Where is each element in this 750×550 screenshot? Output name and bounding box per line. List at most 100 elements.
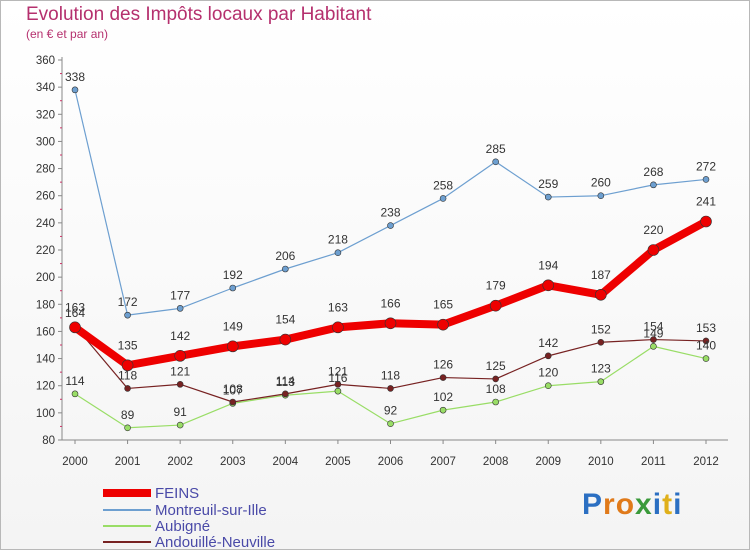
data-label: 149	[223, 319, 243, 333]
data-point	[439, 374, 447, 381]
data-label: 272	[696, 159, 716, 173]
x-tick-label: 2005	[325, 456, 351, 468]
y-tick-label: 240	[36, 218, 55, 230]
data-label: 123	[591, 362, 611, 376]
series-0	[69, 215, 712, 372]
data-label: 114	[65, 374, 84, 388]
data-point	[702, 355, 710, 362]
data-point	[492, 158, 499, 166]
data-point	[544, 193, 552, 201]
data-point	[229, 398, 237, 406]
series-3	[71, 322, 710, 406]
data-label: 121	[170, 364, 190, 378]
data-point	[384, 317, 397, 330]
data-point	[334, 387, 342, 395]
y-tick-label: 300	[36, 136, 55, 148]
data-label: 108	[486, 382, 506, 396]
legend-label: Montreuil-sur-Ille	[155, 502, 267, 519]
data-label: 268	[643, 165, 663, 179]
data-label: 285	[486, 142, 506, 156]
data-label: 92	[384, 404, 398, 418]
series-layer	[69, 86, 712, 432]
data-label: 121	[328, 364, 348, 378]
data-point	[439, 406, 447, 414]
data-label: 114	[276, 374, 295, 388]
data-point	[229, 284, 237, 292]
data-point	[176, 421, 184, 429]
x-tick-label: 2003	[220, 456, 246, 468]
data-label: 163	[328, 300, 348, 314]
data-point	[544, 352, 552, 360]
data-point	[124, 424, 131, 432]
data-point	[69, 321, 81, 334]
data-point	[650, 336, 657, 343]
data-label: 89	[121, 408, 135, 422]
logo-letter: i	[673, 488, 683, 521]
logo-letter: x	[635, 488, 653, 521]
chart-title: Evolution des Impôts locaux par Habitant	[26, 4, 372, 25]
data-point	[334, 381, 342, 388]
data-point	[226, 340, 239, 353]
data-point	[489, 299, 502, 312]
data-label: 142	[538, 336, 558, 350]
chart-subtitle: (en € et par an)	[26, 27, 109, 41]
data-point	[387, 222, 394, 229]
data-label: 238	[380, 206, 400, 220]
x-tick-label: 2010	[588, 456, 614, 468]
data-point	[176, 381, 184, 388]
y-tick-label: 280	[36, 164, 55, 176]
data-label: 149	[643, 326, 663, 340]
data-point	[439, 195, 447, 202]
y-tick-label: 120	[36, 381, 55, 393]
x-tick-label: 2009	[535, 456, 561, 468]
data-label: 154	[275, 313, 295, 327]
x-tick-label: 2004	[273, 456, 299, 468]
data-label: 120	[538, 366, 558, 380]
data-label: 220	[643, 223, 663, 237]
y-tick-label: 180	[36, 299, 55, 311]
x-tick-label: 2002	[167, 456, 193, 468]
y-tick-label: 360	[36, 55, 55, 67]
data-label: 116	[328, 371, 347, 385]
x-tick-label: 2000	[62, 456, 88, 468]
y-tick-label: 200	[36, 272, 55, 284]
data-label: 241	[696, 195, 716, 209]
data-point	[334, 249, 342, 257]
data-label: 113	[276, 375, 295, 389]
legend-label: FEINS	[155, 485, 199, 502]
data-label: 125	[486, 359, 506, 373]
series-1	[71, 86, 710, 319]
data-label: 218	[328, 233, 348, 247]
data-point	[492, 398, 499, 406]
legend-label: Andouillé-Neuville	[155, 534, 275, 550]
y-tick-label: 260	[36, 191, 55, 203]
data-label: 177	[170, 288, 190, 302]
legend: FEINSMontreuil-sur-IlleAubignéAndouillé-…	[103, 485, 275, 550]
data-point	[279, 333, 292, 346]
data-point	[492, 375, 499, 383]
data-label: 140	[696, 339, 716, 353]
data-label: 142	[170, 329, 190, 343]
data-label: 194	[538, 258, 558, 272]
data-label: 163	[65, 300, 85, 314]
x-tick-label: 2001	[115, 456, 141, 468]
y-tick-label: 140	[36, 354, 55, 366]
data-point	[650, 343, 657, 350]
data-label: 166	[380, 296, 400, 310]
data-point	[597, 378, 605, 385]
data-label: 108	[223, 382, 243, 396]
data-point	[542, 279, 555, 292]
data-point	[121, 359, 134, 372]
data-point	[174, 350, 186, 362]
data-point	[282, 265, 289, 273]
data-point	[544, 382, 552, 390]
data-point	[597, 338, 605, 346]
data-label: 91	[173, 405, 187, 419]
data-label: 107	[223, 383, 243, 397]
legend-label: Aubigné	[155, 518, 210, 535]
data-point	[71, 86, 79, 94]
data-label: 192	[223, 268, 243, 282]
data-label: 179	[486, 279, 506, 293]
x-tick-label: 2007	[430, 456, 456, 468]
data-point	[595, 288, 607, 301]
